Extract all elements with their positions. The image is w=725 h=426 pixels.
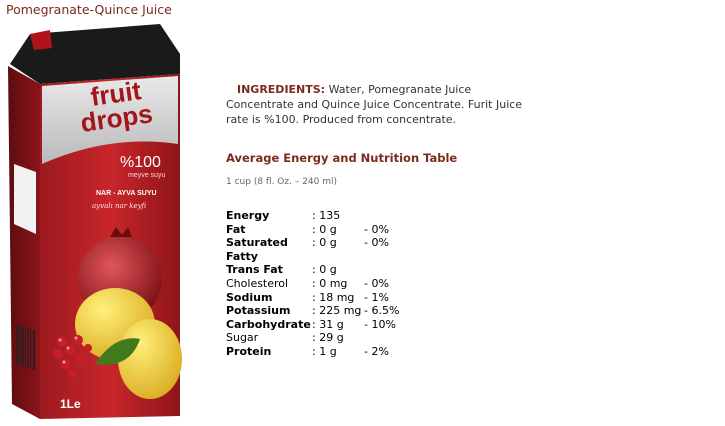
nutrient-name: Sodium [226, 290, 273, 304]
nutrient-name: Trans Fat [226, 263, 283, 277]
nutrition-row: Sodium : 18 mg - 1% [226, 291, 399, 305]
nutrient-amount: : 0 mg [312, 276, 348, 290]
nutrient-name: Fat [226, 222, 246, 236]
volume-text: 1Le [60, 397, 81, 411]
nutrient-amount: : 1 g [312, 344, 337, 358]
tagline-text: ayvalı nar keyfi [92, 202, 147, 210]
nutrient-daily-value: - 0% [364, 236, 389, 250]
nutrition-row: Cholesterol : 0 mg - 0% [226, 277, 399, 291]
nutrient-daily-value: - 10% [364, 317, 396, 331]
nutrient-daily-value: - 0% [364, 276, 389, 290]
flavor-text: NAR - AYVA SUYU [96, 190, 157, 197]
nutrition-row: Carbohydrate: 31 g - 10% [226, 318, 399, 332]
nutrient-daily-value: - 6.5% [364, 304, 400, 318]
ingredients-label: INGREDIENTS: [237, 83, 326, 96]
nutrient-daily-value: - 1% [364, 290, 389, 304]
nutrition-row: Trans Fat : 0 g [226, 263, 399, 277]
nutrient-amount: : 29 g [312, 331, 344, 345]
nutrient-name: Saturated Fatty [226, 236, 288, 263]
nutrient-name: Energy [226, 209, 270, 222]
ingredients-text: Water, Pomegranate Juice Concentrate and… [226, 83, 523, 126]
ingredients-paragraph: INGREDIENTS: Water, Pomegranate Juice Co… [226, 82, 526, 127]
nutrition-table: Energy : 135 Fat : 0 g - 0% Saturated Fatty : … [226, 209, 399, 359]
nutrition-row: Saturated Fatty : 0 g - 0% [226, 236, 399, 263]
nutrition-row: Potassium : 225 mg - 6.5% [226, 304, 399, 318]
nutrient-name: Protein [226, 344, 272, 358]
nutrient-daily-value: - 2% [364, 344, 389, 358]
nutrient-amount: : 225 mg [312, 304, 362, 318]
nutrient-daily-value: - 0% [364, 222, 389, 236]
brand-logo-line1: fruit [89, 75, 144, 112]
nutrient-name: Cholesterol [226, 276, 289, 290]
nutrition-title: Average Energy and Nutrition Table [226, 151, 458, 165]
nutrition-row: Fat : 0 g - 0% [226, 223, 399, 237]
nutrient-amount: : 18 mg [312, 290, 355, 304]
page-title: Pomegranate-Quince Juice [6, 2, 172, 17]
nutrient-amount: : 31 g [312, 317, 344, 331]
nutrient-name: Potassium [226, 304, 291, 318]
nutrient-amount: : 0 g [312, 236, 337, 250]
percent-subtext: meyve suyu [128, 172, 165, 179]
nutrient-amount: : 135 [312, 209, 341, 222]
nutrition-row: Energy : 135 [226, 209, 399, 223]
nutrient-amount: : 0 g [312, 222, 337, 236]
nutrient-amount: : 0 g [312, 263, 337, 277]
product-image: fruit drops %100 meyve suyu NAR - AYVA S… [0, 24, 190, 424]
nutrient-name: Sugar [226, 331, 259, 345]
nutrition-row: Sugar : 29 g [226, 331, 399, 345]
nutrient-name: Carbohydrate [226, 317, 311, 331]
serving-size: 1 cup (8 fl. Oz. – 240 ml) [226, 177, 338, 187]
nutrition-row: Protein : 1 g - 2% [226, 345, 399, 359]
percent-text: %100 [120, 154, 161, 171]
